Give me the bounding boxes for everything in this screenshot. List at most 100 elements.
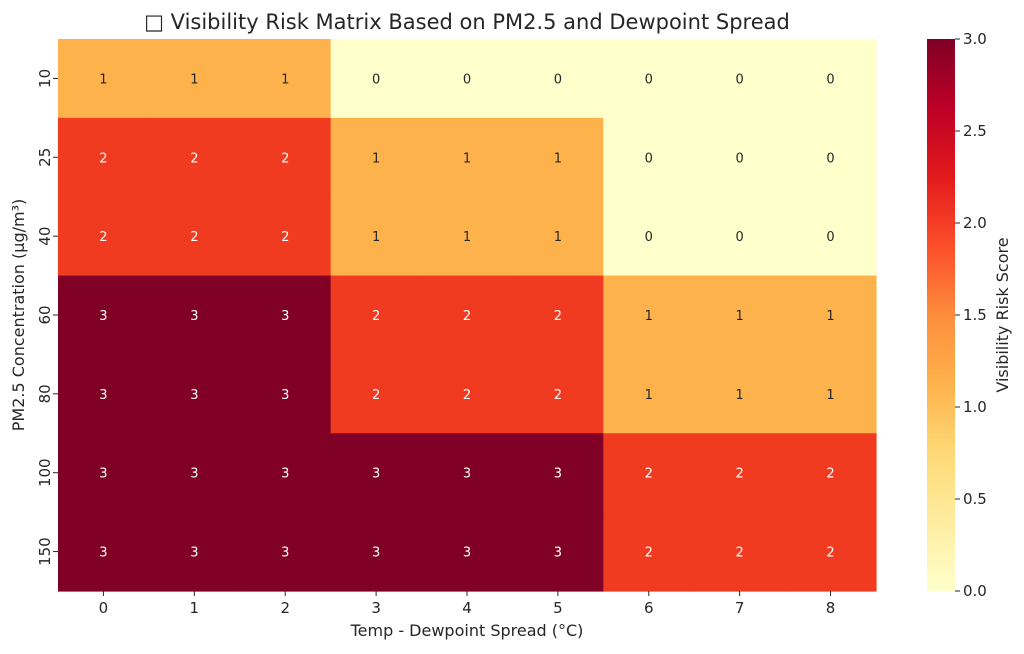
heatmap-cell xyxy=(603,354,695,434)
cell-value-label: 2 xyxy=(281,151,289,166)
heatmap-cell xyxy=(512,117,604,198)
cell-value-label: 3 xyxy=(190,388,198,403)
heatmap-cell xyxy=(785,354,877,434)
cell-value-label: 3 xyxy=(99,388,107,403)
heatmap-cell xyxy=(148,117,241,198)
heatmap-cell xyxy=(603,39,695,119)
cell-value-label: 1 xyxy=(372,230,380,245)
x-tick-label: 3 xyxy=(371,599,381,617)
cell-value-label: 0 xyxy=(645,151,653,166)
x-axis-ticks: 0 1 2 3 4 5 6 7 8 xyxy=(99,591,836,617)
cell-value-label: 1 xyxy=(372,151,380,166)
heatmap-cell xyxy=(694,512,786,592)
cell-value-label: 2 xyxy=(645,467,653,482)
cell-value-label: 2 xyxy=(372,309,380,324)
heatmap-cell xyxy=(785,512,877,592)
heatmap-cell xyxy=(148,39,241,119)
heatmap-cell xyxy=(58,354,150,434)
heatmap-cell xyxy=(785,433,877,513)
cell-value-label: 1 xyxy=(826,388,834,403)
cell-value-label: 0 xyxy=(372,72,380,87)
colorbar-label: Visibility Risk Score xyxy=(993,237,1012,392)
cell-value-label: 1 xyxy=(645,388,653,403)
colorbar-tick-label: 2.0 xyxy=(963,214,987,232)
heatmap-cell xyxy=(58,512,150,592)
colorbar-tick-label: 1.5 xyxy=(963,306,987,324)
cell-value-label: 2 xyxy=(736,467,744,482)
cell-value-label: 1 xyxy=(554,151,562,166)
heatmap-cell xyxy=(330,275,423,356)
heatmap-cell xyxy=(421,433,514,513)
colorbar-tick-label: 0.0 xyxy=(963,582,987,600)
cell-value-label: 3 xyxy=(463,467,471,482)
heatmap-cells: 1 1 1 0 0 0 0 0 0 2 2 2 1 1 1 0 0 0 2 2 2 1 1 1 0 0 0 3 3 3 2 2 2 1 1 1 3 3 3 2… xyxy=(58,39,877,592)
heatmap-cell xyxy=(239,39,332,119)
cell-value-label: 2 xyxy=(190,230,198,245)
x-tick-label: 6 xyxy=(644,599,654,617)
heatmap-cell xyxy=(58,39,150,119)
heatmap-cell xyxy=(330,39,423,119)
heatmap-cell xyxy=(239,275,332,356)
x-tick-label: 4 xyxy=(462,599,472,617)
y-tick-label: 60 xyxy=(36,305,54,324)
cell-value-label: 3 xyxy=(281,546,289,561)
heatmap-cell xyxy=(785,275,877,356)
cell-value-label: 1 xyxy=(736,388,744,403)
cell-value-label: 0 xyxy=(736,151,744,166)
cell-value-label: 0 xyxy=(463,72,471,87)
cell-value-label: 2 xyxy=(372,388,380,403)
heatmap-cell xyxy=(421,196,514,277)
cell-value-label: 3 xyxy=(554,546,562,561)
cell-value-label: 3 xyxy=(372,546,380,561)
cell-value-label: 2 xyxy=(645,546,653,561)
cell-value-label: 1 xyxy=(826,309,834,324)
colorbar-ticks: 0.0 0.5 1.0 1.5 2.0 2.5 3.0 xyxy=(955,30,987,600)
heatmap-cell xyxy=(785,39,877,119)
heatmap-cell xyxy=(239,196,332,277)
y-axis-label: PM2.5 Concentration (μg/m³) xyxy=(9,199,28,431)
cell-value-label: 2 xyxy=(554,388,562,403)
cell-value-label: 0 xyxy=(554,72,562,87)
heatmap-cell xyxy=(512,275,604,356)
y-tick-label: 40 xyxy=(36,227,54,246)
heatmap-cell xyxy=(694,354,786,434)
colorbar-tick-label: 1.0 xyxy=(963,398,987,416)
cell-value-label: 1 xyxy=(463,151,471,166)
heatmap-cell xyxy=(512,512,604,592)
cell-value-label: 3 xyxy=(99,309,107,324)
heatmap-cell xyxy=(694,196,786,277)
cell-value-label: 3 xyxy=(190,309,198,324)
cell-value-label: 1 xyxy=(190,72,198,87)
heatmap-cell xyxy=(421,354,514,434)
colorbar-tick-label: 2.5 xyxy=(963,122,987,140)
cell-value-label: 0 xyxy=(826,230,834,245)
cell-value-label: 2 xyxy=(99,230,107,245)
x-axis-label: Temp - Dewpoint Spread (°C) xyxy=(350,621,584,640)
cell-value-label: 0 xyxy=(826,151,834,166)
heatmap-cell xyxy=(785,117,877,198)
cell-value-label: 3 xyxy=(190,467,198,482)
x-tick-label: 8 xyxy=(826,599,836,617)
heatmap-cell xyxy=(58,117,150,198)
heatmap-cell xyxy=(694,117,786,198)
heatmap-cell xyxy=(148,354,241,434)
cell-value-label: 1 xyxy=(736,309,744,324)
y-tick-label: 150 xyxy=(36,537,54,566)
heatmap-cell xyxy=(148,275,241,356)
heatmap-cell xyxy=(694,275,786,356)
colorbar xyxy=(927,39,955,591)
heatmap-cell xyxy=(148,433,241,513)
cell-value-label: 0 xyxy=(736,230,744,245)
heatmap-cell xyxy=(58,275,150,356)
cell-value-label: 3 xyxy=(281,309,289,324)
heatmap-cell xyxy=(694,39,786,119)
cell-value-label: 3 xyxy=(281,388,289,403)
cell-value-label: 3 xyxy=(372,467,380,482)
colorbar-tick-label: 0.5 xyxy=(963,490,987,508)
heatmap-cell xyxy=(603,196,695,277)
chart-title: □ Visibility Risk Matrix Based on PM2.5 … xyxy=(144,10,790,34)
y-tick-label: 10 xyxy=(36,69,54,88)
cell-value-label: 3 xyxy=(99,467,107,482)
y-tick-label: 25 xyxy=(36,148,54,167)
heatmap-cell xyxy=(330,433,423,513)
